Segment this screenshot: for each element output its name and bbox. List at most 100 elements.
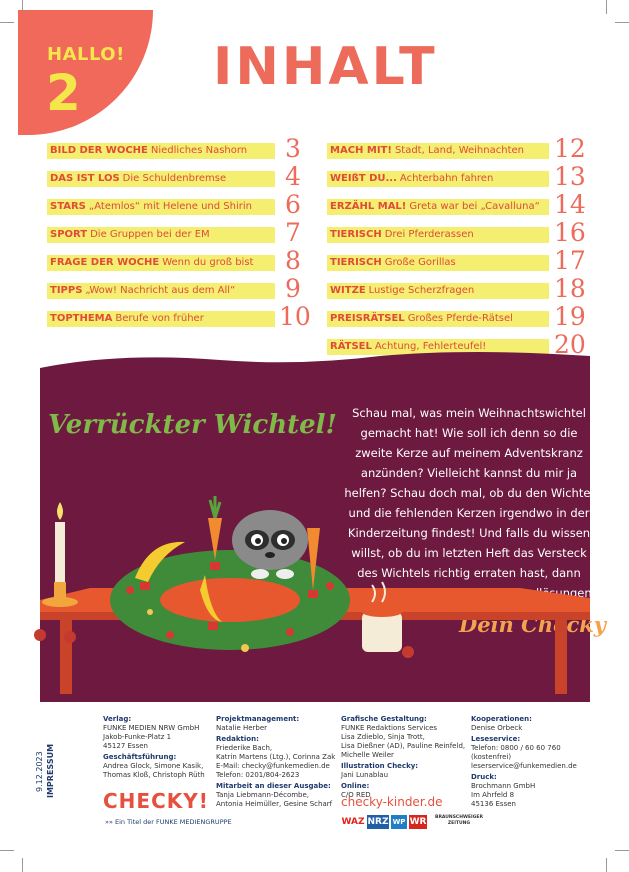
- impressum-heading: Redaktion:: [216, 735, 259, 743]
- toc-category: BILD DER WOCHE: [50, 145, 148, 156]
- toc-highlight: [327, 171, 549, 187]
- toc-category: SPORT: [50, 229, 88, 240]
- impressum-line: Jakob-Funke-Platz 1: [103, 733, 172, 741]
- impressum-side: 9.12.2023 IMPRESSUM: [35, 740, 95, 840]
- toc-title: Stadt, Land, Weihnachten: [394, 145, 524, 156]
- impressum-line: Andrea Glock, Simone Kasik,: [103, 762, 204, 770]
- toc-title: Wenn du groß bist: [162, 257, 254, 268]
- toc-page-number: 17: [554, 246, 586, 275]
- impressum-heading: Projektmanagement:: [216, 715, 300, 723]
- crop-mark: [615, 850, 629, 851]
- toc-highlight: [47, 227, 275, 243]
- checky-logo: CHECKY!: [103, 789, 209, 813]
- impressum-line: Friederike Bach,: [216, 744, 273, 752]
- nrz-logo: NRZ: [367, 815, 389, 829]
- table-leg: [555, 620, 567, 694]
- toc-title: Greta war bei „Cavalluna“: [409, 201, 540, 212]
- toc-highlight: [327, 199, 549, 215]
- toc-category: FRAGE DER WOCHE: [50, 257, 160, 268]
- toc-title: Achterbahn fahren: [399, 173, 494, 184]
- toc-category: TOPTHEMA: [50, 313, 113, 324]
- impressum-line: Telefon: 0800 / 60 60 760: [471, 744, 561, 752]
- toc-page-number: 4: [285, 162, 301, 191]
- impressum-line: Antonia Heimüller, Gesine Scharf: [216, 800, 333, 808]
- impressum-heading: Illustration Checky:: [341, 762, 419, 770]
- crop-mark: [0, 22, 14, 23]
- toc-category: ERZÄHL MAL!: [330, 201, 407, 212]
- toc-category: MACH MIT!: [330, 145, 392, 156]
- impressum-line: Tanja Liebmann-Décombe,: [216, 791, 310, 799]
- toc-page-number: 8: [285, 246, 301, 275]
- impressum-line: Natalie Herber: [216, 724, 268, 732]
- impressum-heading: Verlag:: [103, 715, 132, 723]
- toc-category: STARS: [50, 201, 86, 212]
- toc-page-number: 9: [285, 274, 301, 303]
- toc-highlight: [47, 255, 275, 271]
- toc-category: DAS IST LOS: [50, 173, 120, 184]
- toc-category: PREISRÄTSEL: [330, 313, 405, 324]
- banana: [135, 541, 185, 582]
- toc-page-number: 19: [554, 302, 586, 331]
- impressum-heading: Leseservice:: [471, 735, 521, 743]
- toc-title: „Wow! Nachricht aus dem All“: [85, 285, 236, 296]
- impressum-line: Katrin Martens (Ltg.), Corinna Zak: [216, 753, 336, 761]
- impressum-line: (kostenfrei): [471, 753, 512, 761]
- impressum-line: Michelle Weiler: [341, 751, 394, 759]
- impressum-line: Denise Orbeck: [471, 724, 523, 732]
- toc-page-number: 10: [279, 302, 311, 331]
- toc-title: Großes Pferde-Rätsel: [407, 313, 513, 324]
- toc-highlight: [327, 143, 549, 159]
- impressum-line: Telefon: 0201/804-2623: [216, 771, 300, 779]
- impressum-line: Lisa Zdieblo, Sinja Trott,: [341, 733, 425, 741]
- waz-logo: WAZ: [341, 817, 365, 827]
- crop-mark: [0, 850, 14, 851]
- toc-highlight: [47, 283, 275, 299]
- impressum-line: Thomas Kloß, Christoph Rüth: [103, 771, 205, 779]
- website-link[interactable]: checky-kinder.de: [341, 795, 443, 809]
- crop-mark: [22, 0, 23, 14]
- impressum-heading: Geschäftsführung:: [103, 753, 177, 761]
- impressum-line: leserservice@funkemedien.de: [471, 762, 577, 770]
- toc-page-number: 16: [554, 218, 586, 247]
- wp-logo: WP: [391, 815, 407, 829]
- toc-page-number: 3: [285, 134, 301, 163]
- impressum-heading: Online:: [341, 782, 370, 790]
- toc-category: TIERISCH: [330, 229, 382, 240]
- toc-highlight: [47, 199, 275, 215]
- impressum-column-1: Verlag: FUNKE MEDIEN NRW GmbH Jakob-Funk…: [103, 715, 213, 782]
- candle: [55, 522, 65, 582]
- toc-page-number: 6: [285, 190, 301, 219]
- toc-highlight: [327, 311, 549, 327]
- toc-category: WEIßT DU...: [330, 173, 397, 184]
- hallo-badge: [18, 10, 153, 135]
- toc-category: TIERISCH: [330, 257, 382, 268]
- toc-highlight: [327, 283, 549, 299]
- impressum-line: FUNKE MEDIEN NRW GmbH: [103, 724, 200, 732]
- toc-page-number: 12: [554, 134, 586, 163]
- toc-highlight: [47, 311, 275, 327]
- impressum-heading: Grafische Gestaltung:: [341, 715, 427, 723]
- page-title: INHALT: [213, 37, 438, 97]
- issue-number: 2: [46, 64, 81, 122]
- impressum-line: Im Ahrfeld 8: [471, 791, 515, 799]
- impressum-heading: Kooperationen:: [471, 715, 532, 723]
- impressum-line: Jani Lunablau: [341, 771, 389, 779]
- impressum-line: 45127 Essen: [103, 742, 148, 750]
- impressum-line: 45136 Essen: [471, 800, 516, 808]
- toc-page-number: 20: [554, 330, 586, 359]
- impressum-column-3: Grafische Gestaltung: FUNKE Redaktions S…: [341, 715, 469, 802]
- flame-icon: [57, 502, 63, 520]
- toc-title: Große Gorillas: [384, 257, 456, 268]
- funke-credit: »» Ein Titel der FUNKE MEDIENGRUPPE: [105, 818, 232, 826]
- carrot: [208, 518, 222, 560]
- toc-title: „Atemlos“ mit Helene und Shirin: [88, 201, 252, 212]
- impressum-line: FUNKE Redaktions Services: [341, 724, 438, 732]
- toc-highlight: [327, 339, 549, 355]
- toc-highlight: [327, 227, 549, 243]
- crop-mark: [615, 22, 629, 23]
- crop-mark: [606, 0, 607, 14]
- toc-page-number: 13: [554, 162, 586, 191]
- toc-title: Die Gruppen bei der EM: [90, 229, 210, 240]
- wichtel-title: Verrückter Wichtel!: [48, 410, 337, 440]
- toc-highlight: [327, 255, 549, 271]
